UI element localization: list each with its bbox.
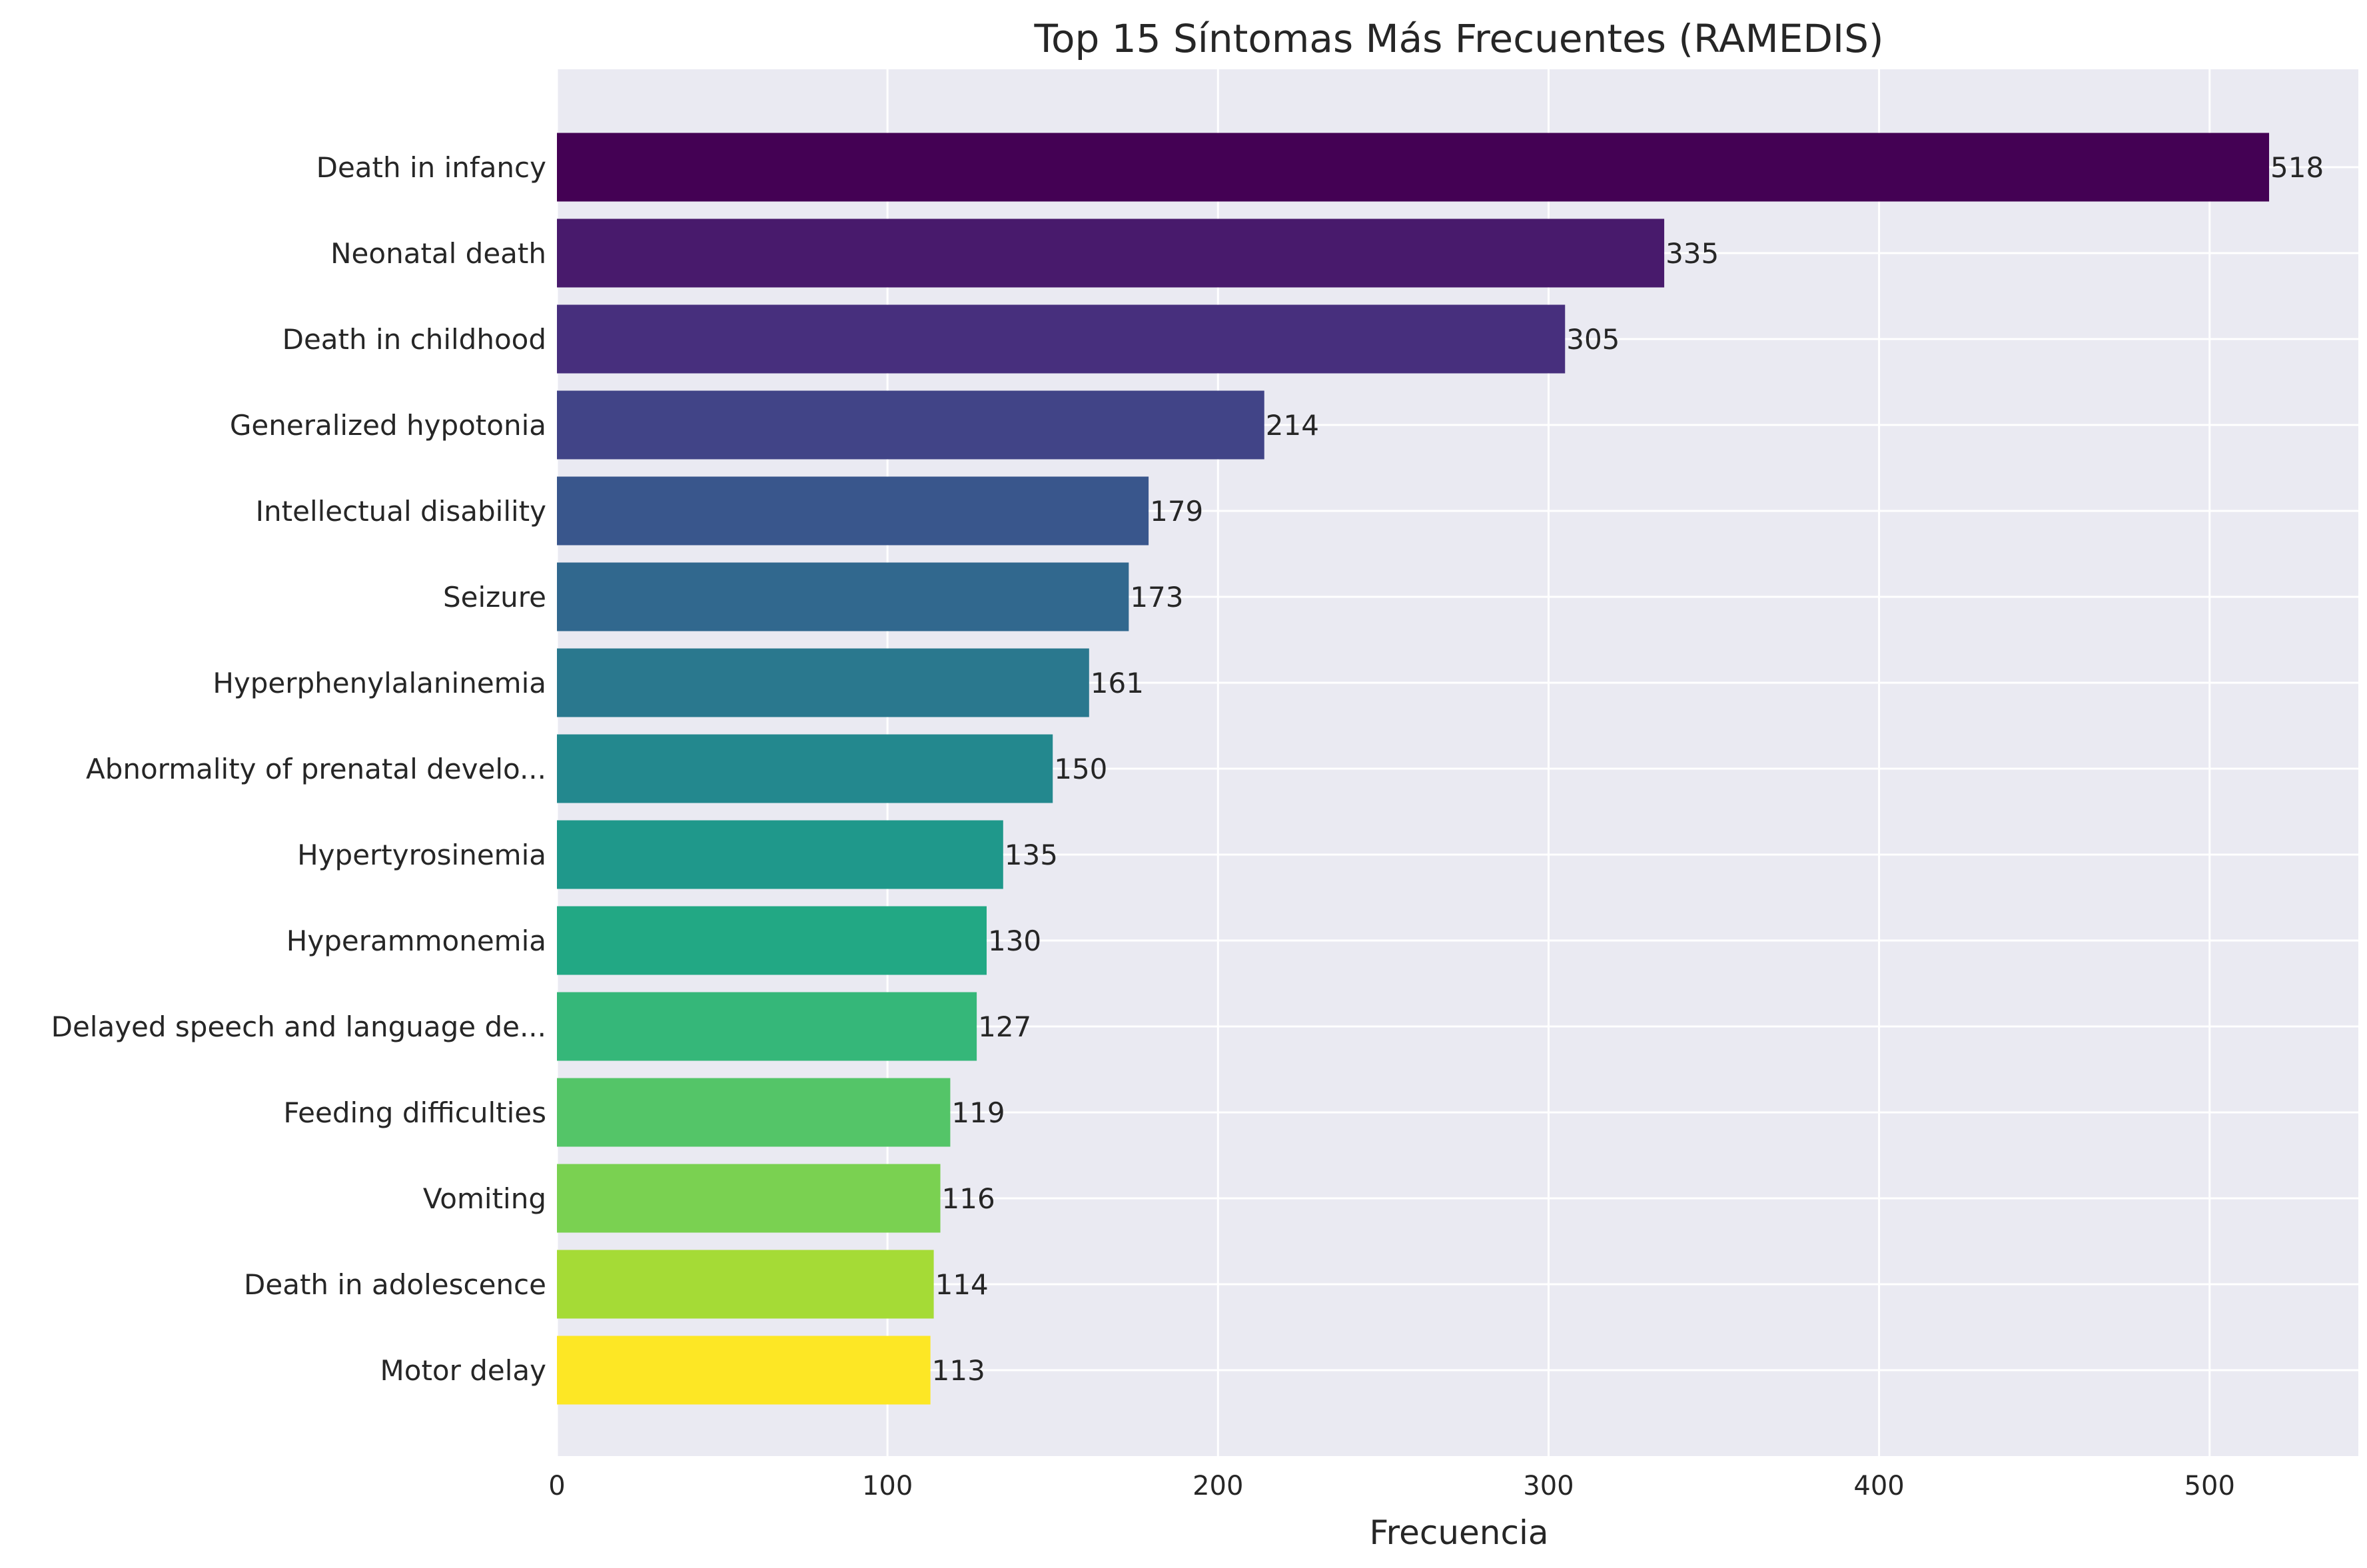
bar-value-label: 116 (942, 1182, 995, 1215)
x-tick-label: 0 (548, 1471, 565, 1501)
bar (557, 906, 987, 975)
y-tick-label: Hyperammonemia (286, 925, 546, 957)
y-tick-label: Hyperphenylalaninemia (213, 667, 546, 699)
bar (557, 734, 1053, 803)
bar (557, 562, 1129, 631)
y-tick-label: Abnormality of prenatal develo... (86, 753, 546, 785)
y-tick-label: Neonatal death (330, 237, 546, 270)
bar (557, 992, 977, 1061)
y-tick-label: Vomiting (423, 1182, 546, 1215)
bar-value-label: 214 (1266, 409, 1319, 442)
y-tick-label: Death in infancy (316, 151, 546, 184)
x-tick-label: 300 (1523, 1471, 1574, 1501)
y-tick-label: Hypertyrosinemia (297, 839, 546, 871)
x-tick-label: 100 (862, 1471, 913, 1501)
bar-value-label: 127 (978, 1010, 1031, 1043)
bar-value-label: 114 (935, 1268, 989, 1301)
bar-value-label: 150 (1054, 753, 1107, 785)
y-tick-label: Delayed speech and language de... (51, 1010, 546, 1043)
y-tick-label: Intellectual disability (256, 495, 546, 528)
bar-value-label: 130 (988, 925, 1041, 957)
bar-value-label: 335 (1665, 237, 1719, 270)
x-axis-tick-labels: 0 100 200 300 400 500 (548, 1471, 2235, 1501)
y-tick-label: Generalized hypotonia (230, 409, 546, 442)
bar (557, 1336, 931, 1405)
bar-value-label: 161 (1091, 667, 1144, 699)
x-tick-label: 500 (2184, 1471, 2235, 1501)
bar (557, 1164, 941, 1233)
bar (557, 820, 1003, 889)
y-tick-label: Death in childhood (282, 323, 546, 356)
bar-value-label: 119 (951, 1096, 1005, 1129)
bar (557, 648, 1089, 717)
bar (557, 1078, 951, 1147)
bars: 518 335 305 214 179 173 161 150 135 130 127 119 116 1… (557, 133, 2324, 1405)
y-tick-label: Death in adolescence (244, 1268, 546, 1301)
x-tick-label: 400 (1853, 1471, 1904, 1501)
y-tick-label: Seizure (443, 581, 546, 613)
bar-value-label: 173 (1130, 581, 1183, 613)
bar (557, 1250, 934, 1319)
x-axis-label: Frecuencia (1370, 1513, 1549, 1552)
bar (557, 304, 1566, 374)
bar (557, 218, 1665, 288)
y-axis-tick-labels: Death in infancy Neonatal death Death in c… (51, 151, 546, 1387)
bar-value-label: 518 (2270, 151, 2324, 184)
bar (557, 476, 1149, 546)
bar-value-label: 305 (1566, 323, 1620, 356)
x-tick-label: 200 (1192, 1471, 1243, 1501)
y-tick-label: Feeding difficulties (283, 1096, 546, 1129)
chart-title: Top 15 Síntomas Más Frecuentes (RAMEDIS) (1033, 16, 1883, 61)
bar (557, 390, 1264, 460)
bar (557, 133, 2270, 202)
y-tick-label: Motor delay (380, 1354, 546, 1387)
bar-value-label: 179 (1150, 495, 1203, 528)
bar-value-label: 113 (932, 1354, 985, 1387)
bar-value-label: 135 (1005, 839, 1058, 871)
